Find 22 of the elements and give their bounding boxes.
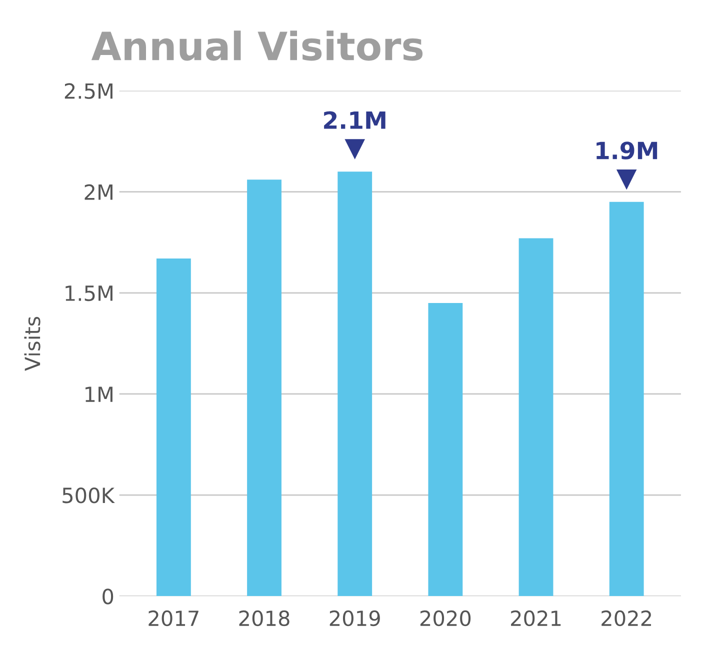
chart-title: Annual Visitors (91, 30, 423, 61)
x-tick-label: 2019 (330, 610, 380, 626)
y-tick-label: 1.5M (66, 286, 112, 302)
data-label: 2.1M (324, 111, 386, 129)
x-tick-label: 2021 (511, 610, 561, 626)
data-label: 1.9M (596, 142, 658, 160)
x-tick-label: 2017 (148, 610, 198, 626)
y-tick-label: 2M (84, 184, 112, 200)
bar (338, 172, 372, 596)
bar (247, 180, 282, 596)
x-tick-label: 2018 (239, 610, 290, 626)
x-tick-label: 2022 (602, 610, 652, 626)
bar (156, 258, 191, 596)
y-tick-label: 500K (62, 488, 115, 504)
y-tick-label: 1M (86, 386, 112, 402)
bar (609, 202, 644, 596)
bar (428, 303, 463, 596)
y-axis-title: Visits (24, 316, 40, 371)
y-tick-label: 0 (102, 588, 114, 604)
x-tick-label: 2020 (420, 610, 471, 626)
y-tick-label: 2.5M (64, 83, 112, 99)
bar (518, 238, 554, 596)
